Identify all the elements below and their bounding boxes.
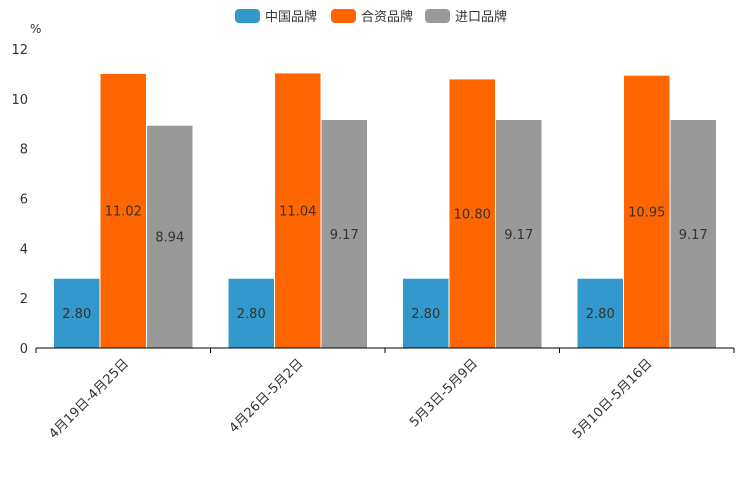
- data-label: 10.80: [454, 207, 491, 222]
- y-axis-unit-label: %: [30, 22, 41, 36]
- legend-label: 中国品牌: [265, 9, 317, 25]
- bar: [669, 119, 717, 349]
- data-label: 2.80: [62, 307, 91, 322]
- bar: [320, 119, 368, 349]
- x-tick-label: 5月3日-5月9日: [407, 356, 481, 430]
- bar: [576, 277, 624, 349]
- bar: [448, 78, 496, 349]
- y-tick-label: 0: [20, 342, 28, 357]
- y-tick-label: 4: [20, 242, 28, 257]
- bar: [146, 124, 194, 349]
- data-label: 8.94: [155, 231, 184, 246]
- legend-swatch: [425, 9, 450, 23]
- data-label: 2.80: [586, 307, 615, 322]
- bar: [99, 72, 147, 349]
- data-label: 2.80: [411, 307, 440, 322]
- x-tick-label: 5月10日-5月16日: [570, 356, 656, 442]
- bar: [274, 72, 322, 349]
- legend-swatch: [331, 9, 356, 23]
- x-axis: 4月19日-4月25日 4月26日-5月2日 5月3日-5月9日 5月10日-5月16…: [35, 347, 735, 442]
- y-tick-label: 8: [20, 143, 28, 158]
- data-label: 10.95: [628, 206, 665, 221]
- bars: 2.80 11.02 8.94 2.80 11.04 9.17 2.80 10.80 9.17 2…: [53, 72, 717, 349]
- y-tick-label: 10: [11, 93, 28, 108]
- legend: 中国品牌 合资品牌 进口品牌: [235, 9, 507, 25]
- data-label: 2.80: [237, 307, 266, 322]
- y-tick-label: 12: [11, 43, 28, 58]
- data-label: 9.17: [504, 228, 533, 243]
- legend-label: 进口品牌: [455, 9, 507, 25]
- y-axis: 0 2 4 6 8 10 12: [11, 43, 28, 357]
- y-tick-label: 2: [20, 292, 28, 307]
- x-tick-label: 4月19日-4月25日: [46, 356, 132, 442]
- data-label: 9.17: [330, 228, 359, 243]
- x-tick-label: 4月26日-5月2日: [227, 356, 307, 436]
- data-label: 11.02: [105, 205, 142, 220]
- legend-swatch: [235, 9, 260, 23]
- legend-label: 合资品牌: [361, 9, 413, 25]
- bar: [53, 277, 101, 349]
- data-label: 11.04: [279, 204, 316, 219]
- y-tick-label: 6: [20, 193, 28, 208]
- data-label: 9.17: [679, 228, 708, 243]
